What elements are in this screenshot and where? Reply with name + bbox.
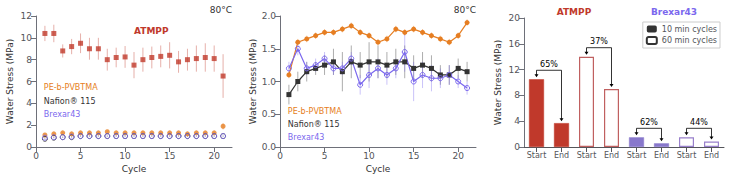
svg-text:20: 20	[208, 151, 220, 161]
svg-text:60 min cycles: 60 min cycles	[662, 36, 717, 45]
svg-text:Water Stress (MPa): Water Stress (MPa)	[5, 39, 15, 124]
svg-text:Brexar43: Brexar43	[651, 7, 697, 17]
svg-text:Cycle: Cycle	[366, 164, 391, 174]
svg-text:Nafion® 115: Nafion® 115	[44, 97, 96, 106]
svg-text:1.0: 1.0	[262, 77, 277, 87]
svg-text:Start: Start	[677, 151, 697, 160]
svg-text:12: 12	[21, 11, 32, 21]
svg-text:Water Stress (MPa): Water Stress (MPa)	[493, 40, 503, 125]
svg-text:Start: Start	[577, 151, 597, 160]
svg-text:80°C: 80°C	[210, 5, 232, 15]
svg-text:Start: Start	[527, 151, 547, 160]
svg-text:44%: 44%	[690, 118, 708, 127]
svg-text:0: 0	[277, 151, 283, 161]
svg-text:20: 20	[452, 151, 464, 161]
svg-text:0.0: 0.0	[262, 142, 277, 152]
svg-text:12: 12	[509, 65, 520, 75]
svg-text:End: End	[554, 151, 569, 160]
svg-text:Cycle: Cycle	[122, 164, 147, 174]
svg-text:Water Stress (MPa): Water Stress (MPa)	[248, 39, 258, 124]
svg-text:37%: 37%	[590, 37, 608, 46]
svg-text:10: 10	[21, 33, 33, 43]
svg-text:10: 10	[363, 151, 375, 161]
svg-text:Brexar43: Brexar43	[288, 133, 325, 142]
svg-text:Brexar43: Brexar43	[44, 110, 80, 119]
svg-text:6: 6	[26, 77, 32, 87]
svg-text:ATMPP: ATMPP	[134, 26, 169, 36]
svg-text:8: 8	[514, 90, 520, 100]
svg-text:15: 15	[164, 151, 175, 161]
svg-text:1.5: 1.5	[262, 44, 276, 54]
svg-text:0: 0	[514, 142, 520, 152]
svg-text:PE-b-PVBTMA: PE-b-PVBTMA	[44, 83, 98, 92]
svg-text:62%: 62%	[640, 118, 658, 127]
svg-text:ATMPP: ATMPP	[557, 7, 592, 17]
svg-text:16: 16	[509, 39, 521, 49]
svg-text:2: 2	[26, 120, 32, 130]
svg-text:0: 0	[33, 151, 39, 161]
svg-text:End: End	[704, 151, 719, 160]
svg-text:10: 10	[119, 151, 131, 161]
svg-text:20: 20	[509, 13, 521, 23]
svg-text:2.0: 2.0	[262, 11, 277, 21]
svg-text:8: 8	[26, 55, 32, 65]
svg-text:65%: 65%	[540, 60, 558, 69]
svg-text:End: End	[654, 151, 669, 160]
svg-text:End: End	[604, 151, 619, 160]
svg-text:80°C: 80°C	[454, 5, 476, 15]
svg-text:15: 15	[408, 151, 419, 161]
svg-text:PE-b-PVBTMA: PE-b-PVBTMA	[288, 107, 342, 116]
svg-text:Start: Start	[627, 151, 647, 160]
svg-text:4: 4	[26, 98, 32, 108]
svg-text:5: 5	[78, 151, 84, 161]
svg-text:10 min cycles: 10 min cycles	[662, 25, 717, 34]
svg-text:0.5: 0.5	[262, 109, 276, 119]
svg-text:Nafion® 115: Nafion® 115	[288, 120, 340, 129]
svg-text:5: 5	[322, 151, 328, 161]
svg-text:4: 4	[514, 116, 520, 126]
svg-text:0: 0	[26, 142, 32, 152]
